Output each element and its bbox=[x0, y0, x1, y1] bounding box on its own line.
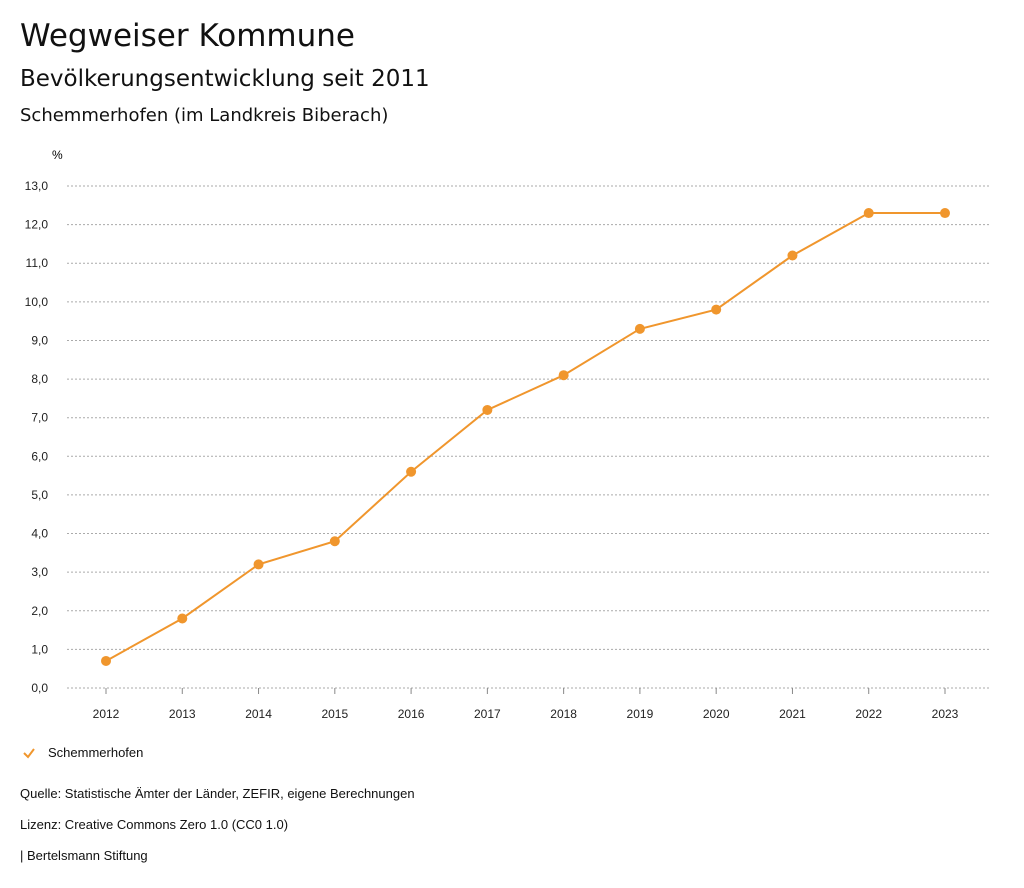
data-point bbox=[634, 323, 645, 334]
data-point bbox=[253, 559, 264, 570]
x-tick-label: 2017 bbox=[474, 707, 501, 721]
x-tick-label: 2020 bbox=[703, 707, 730, 721]
data-point bbox=[482, 404, 493, 415]
chart-subtitle: Bevölkerungsentwicklung seit 2011 bbox=[20, 66, 430, 92]
y-tick-label: 9,0 bbox=[31, 333, 48, 347]
y-tick-label: 10,0 bbox=[25, 295, 49, 309]
x-tick-label: 2018 bbox=[550, 707, 577, 721]
x-tick-label: 2022 bbox=[855, 707, 882, 721]
y-tick-label: 6,0 bbox=[31, 449, 48, 463]
data-point bbox=[940, 208, 950, 219]
line-chart: % 0,0 1,0 2,0 3,0 4,0 5,0 6,0 7,0 8,0 9,0 10,0 11,0… bbox=[25, 148, 990, 721]
y-tick-label: 8,0 bbox=[31, 372, 48, 386]
x-tick-label: 2019 bbox=[627, 707, 654, 721]
y-tick-label: 3,0 bbox=[31, 565, 48, 579]
y-axis-unit: % bbox=[52, 148, 63, 162]
data-point bbox=[787, 250, 798, 261]
y-tick-label: 5,0 bbox=[31, 488, 48, 502]
data-point bbox=[329, 536, 340, 547]
data-point bbox=[177, 613, 188, 624]
source-text: Quelle: Statistische Ämter der Länder, Z… bbox=[20, 786, 415, 801]
y-tick-label: 13,0 bbox=[25, 179, 49, 193]
y-tick-label: 7,0 bbox=[31, 411, 48, 425]
page-title: Wegweiser Kommune bbox=[20, 18, 355, 54]
license-text: Lizenz: Creative Commons Zero 1.0 (CC0 1… bbox=[20, 817, 289, 832]
data-point bbox=[406, 466, 417, 477]
x-tick-label: 2014 bbox=[245, 707, 272, 721]
y-tick-label: 2,0 bbox=[31, 604, 48, 618]
x-tick-label: 2015 bbox=[321, 707, 348, 721]
series-line bbox=[105, 212, 945, 662]
x-tick-label: 2016 bbox=[398, 707, 425, 721]
data-point bbox=[711, 304, 722, 315]
legend-item[interactable]: Schemmerhofen bbox=[22, 745, 143, 760]
y-tick-label: 1,0 bbox=[31, 642, 48, 656]
legend-label: Schemmerhofen bbox=[48, 745, 144, 760]
data-point bbox=[101, 655, 111, 666]
x-tick-label: 2021 bbox=[779, 707, 806, 721]
publisher-text: | Bertelsmann Stiftung bbox=[20, 848, 148, 863]
x-tick-label: 2012 bbox=[93, 707, 120, 721]
data-point bbox=[558, 370, 569, 381]
region-title: Schemmerhofen (im Landkreis Biberach) bbox=[20, 105, 389, 126]
x-tick-label: 2023 bbox=[932, 707, 959, 721]
check-icon bbox=[23, 747, 35, 759]
y-tick-label: 12,0 bbox=[25, 218, 49, 232]
y-tick-label: 4,0 bbox=[31, 527, 48, 541]
y-tick-label: 11,0 bbox=[26, 256, 49, 270]
x-tick-label: 2013 bbox=[169, 707, 196, 721]
y-tick-label: 0,0 bbox=[31, 681, 48, 695]
data-point bbox=[863, 208, 874, 219]
